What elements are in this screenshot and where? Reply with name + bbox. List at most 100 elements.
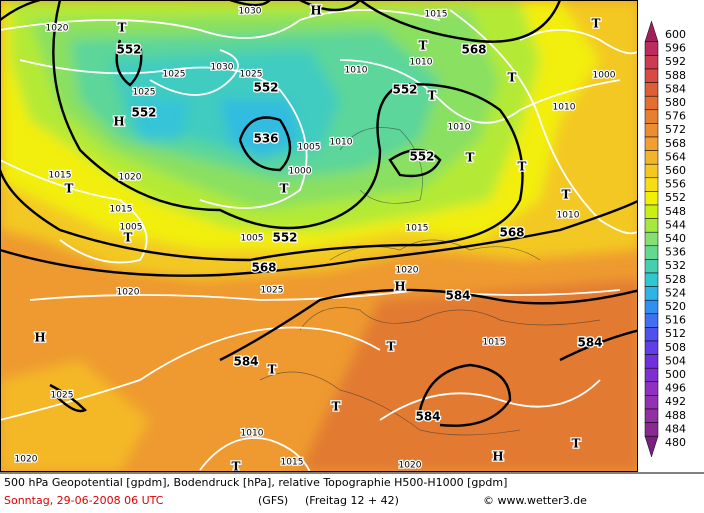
isobar-label: 1020	[15, 455, 38, 465]
colorbar-cell	[644, 272, 659, 287]
colorbar-label: 532	[665, 259, 686, 272]
colorbar-label: 556	[665, 178, 686, 191]
colorbar-label: 512	[665, 327, 686, 340]
pressure-center: T	[65, 182, 74, 196]
colorbar-cell	[644, 177, 659, 192]
isobar-label: 1000	[593, 71, 616, 81]
map-labels: 552 552 552 552 552 552 536 568 568 568 584 584 584 5…	[13, 2, 617, 474]
colorbar-label: 600	[665, 28, 686, 41]
colorbar-cell	[644, 55, 659, 70]
isobar-label: 1005	[241, 234, 264, 244]
isobar-label: 1025	[240, 70, 263, 80]
colorbar-label: 552	[665, 191, 686, 204]
pressure-center: T	[562, 188, 571, 202]
isobar-label: 1020	[117, 288, 140, 298]
geopotential-label: 584	[445, 289, 470, 303]
footer-model: (GFS)	[258, 494, 288, 507]
isobar-label: 1025	[51, 391, 74, 401]
footer-credit: © www.wetter3.de	[483, 494, 587, 507]
geopotential-contours	[0, 0, 638, 427]
colorbar-label: 484	[665, 422, 686, 435]
colorbar-cell	[644, 82, 659, 97]
pressure-center: T	[592, 17, 601, 31]
isobar-label: 1020	[46, 24, 69, 34]
geopotential-label: 552	[253, 81, 278, 95]
colorbar-cell	[644, 354, 659, 369]
geopotential-label: 584	[233, 355, 258, 369]
geopotential-label: 552	[272, 231, 297, 245]
colorbar-label: 480	[665, 436, 686, 449]
colorbar-label: 496	[665, 382, 686, 395]
colorbar-label: 540	[665, 232, 686, 245]
pressure-center: T	[332, 400, 341, 414]
colorbar-cell	[644, 231, 659, 247]
pressure-center: T	[232, 460, 241, 474]
geopotential-label: 552	[409, 150, 434, 164]
thickness-shading	[0, 0, 638, 472]
pressure-center: T	[518, 160, 527, 174]
pressure-center: T	[419, 39, 428, 53]
colorbar-cell	[644, 259, 659, 274]
colorbar-label: 568	[665, 137, 686, 150]
colorbar-tip	[644, 435, 659, 458]
geopotential-label: 584	[415, 410, 440, 424]
colorbar-label: 536	[665, 246, 686, 259]
colorbar-label: 564	[665, 150, 686, 163]
colorbar-cell	[644, 95, 659, 111]
isobar-label: 1015	[406, 224, 429, 234]
colorbar-cell	[644, 381, 659, 396]
coastlines	[259, 127, 601, 436]
colorbar-cell	[644, 313, 659, 328]
isobar-label: 1030	[211, 63, 234, 73]
pressure-center: T	[124, 231, 133, 245]
colorbar-label: 516	[665, 314, 686, 327]
isobar-label: 1005	[120, 223, 143, 233]
colorbar-label: 504	[665, 354, 686, 367]
colorbar-cell	[644, 136, 659, 151]
isobar-label: 1010	[345, 66, 368, 76]
colorbar-cell	[644, 340, 659, 355]
colorbar-cell	[644, 218, 659, 233]
colorbar-cell	[644, 327, 659, 342]
colorbar-label: 576	[665, 110, 686, 123]
geopotential-label: 568	[461, 43, 486, 57]
colorbar-cell	[644, 245, 659, 260]
colorbar-label: 544	[665, 218, 686, 231]
colorbar-cell	[644, 299, 659, 315]
colorbar-label: 592	[665, 55, 686, 68]
isobar-label: 1015	[110, 205, 133, 215]
pressure-center: H	[34, 331, 45, 345]
isobar-label: 1010	[410, 58, 433, 68]
geopotential-label: 552	[392, 83, 417, 97]
colorbar-cell	[644, 204, 659, 219]
colorbar-label: 580	[665, 96, 686, 109]
isobar-label: 1020	[396, 266, 419, 276]
colorbar-cell	[644, 408, 659, 423]
colorbar-label: 572	[665, 123, 686, 136]
colorbar-label: 528	[665, 273, 686, 286]
isobar-label: 1015	[425, 10, 448, 20]
footer-description: 500 hPa Geopotential [gpdm], Bodendruck …	[4, 476, 507, 489]
colorbar-cell	[644, 395, 659, 410]
colorbar-label: 508	[665, 341, 686, 354]
pressure-center: T	[268, 363, 277, 377]
geopotential-label: 568	[499, 226, 524, 240]
isobar-label: 1030	[239, 7, 262, 17]
colorbar-cell	[644, 367, 659, 383]
pressure-center: H	[492, 450, 503, 464]
colorbar-cell	[644, 191, 659, 206]
pressure-center: T	[118, 21, 127, 35]
geopotential-label: 552	[116, 43, 141, 57]
colorbar-cell	[644, 123, 659, 138]
colorbar-label: 596	[665, 42, 686, 55]
pressure-center: T	[508, 71, 517, 85]
pressure-center: H	[310, 4, 321, 18]
colorbar-cell	[644, 163, 659, 179]
colorbar-cell	[644, 68, 659, 83]
isobar-label: 1015	[483, 338, 506, 348]
geopotential-label: 552	[131, 106, 156, 120]
colorbar-cell	[644, 41, 659, 56]
geopotential-label: 536	[253, 132, 278, 146]
